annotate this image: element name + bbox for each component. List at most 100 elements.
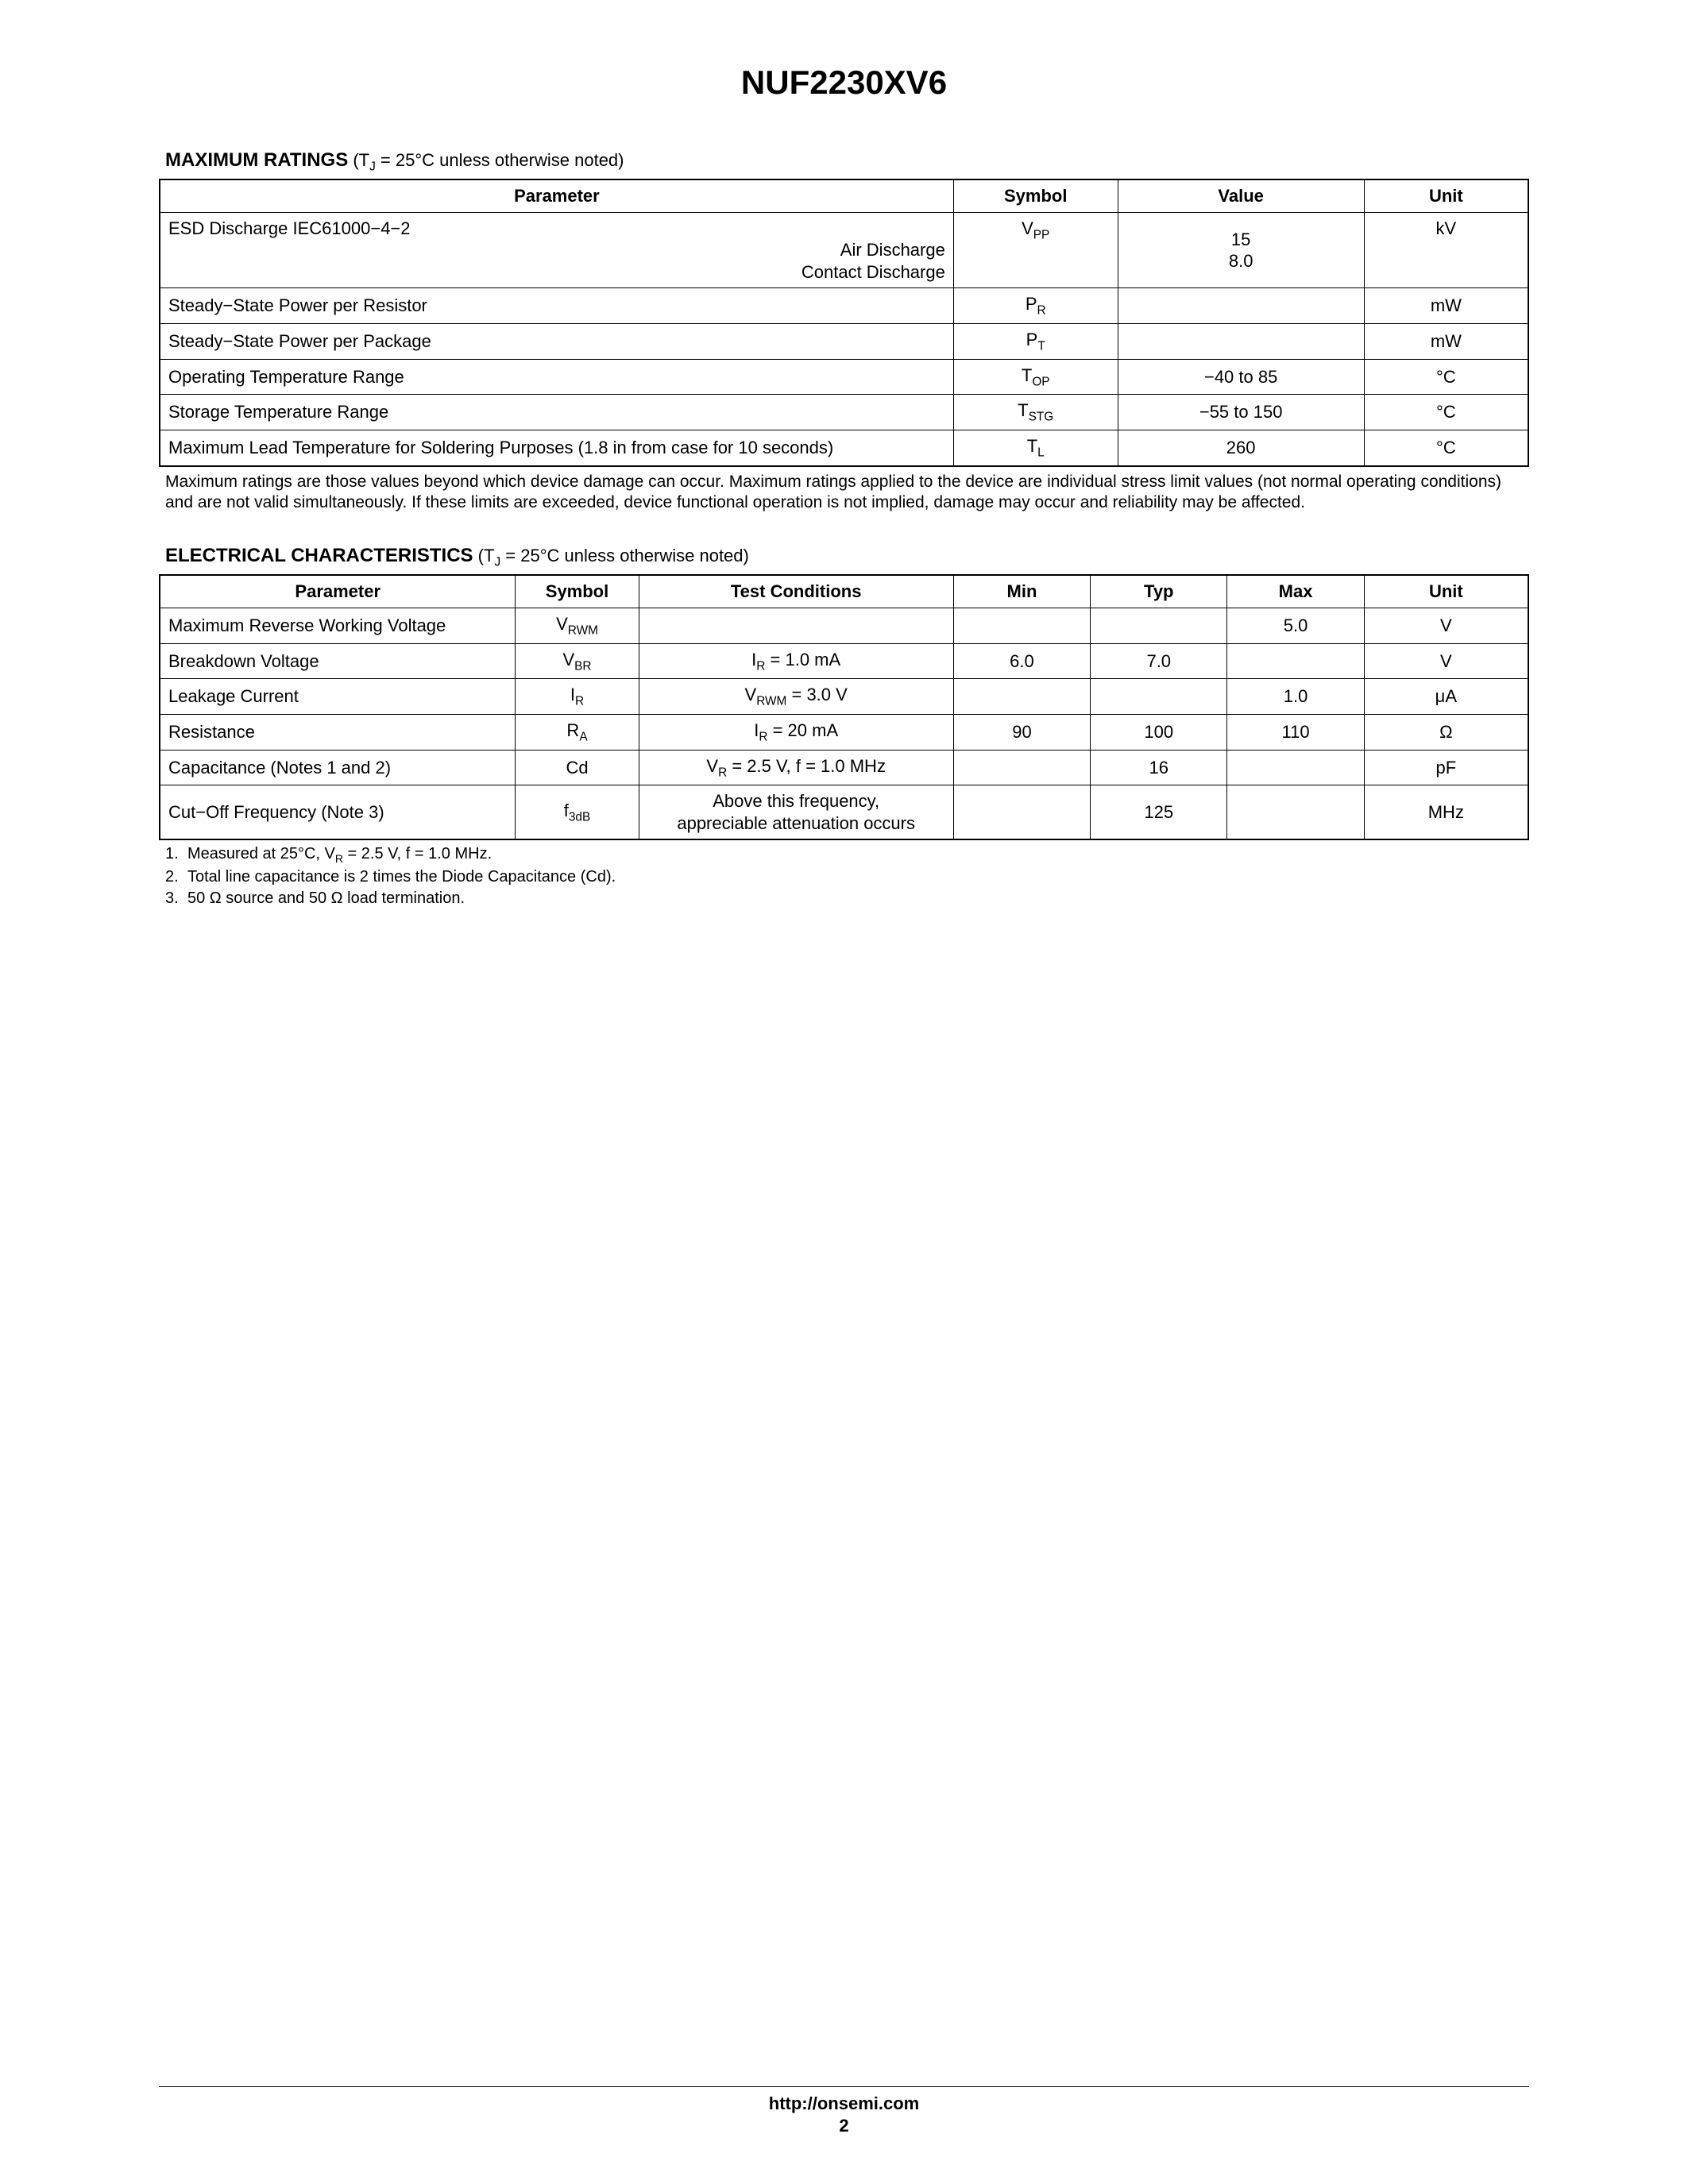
- cell-unit: °C: [1364, 430, 1528, 465]
- cell-symbol: RA: [516, 714, 639, 750]
- cell-symbol: PT: [953, 324, 1118, 360]
- datasheet-page: NUF2230XV6 MAXIMUM RATINGS (TJ = 25°C un…: [0, 0, 1688, 2184]
- col-unit: Unit: [1364, 179, 1528, 212]
- cell-parameter: Steady−State Power per Package: [160, 324, 953, 360]
- table-row: Maximum Lead Temperature for Soldering P…: [160, 430, 1528, 465]
- cell-symbol: VPP: [953, 212, 1118, 288]
- footnote-text: Measured at 25°C, VR = 2.5 V, f = 1.0 MH…: [187, 843, 492, 866]
- electrical-table: Parameter Symbol Test Conditions Min Typ…: [159, 574, 1529, 840]
- cell-symbol: f3dB: [516, 785, 639, 840]
- footer-page-number: 2: [159, 2116, 1529, 2136]
- cell-symbol: VRWM: [516, 608, 639, 643]
- cell-typ: 16: [1091, 750, 1227, 785]
- table-row: Steady−State Power per Resistor PR mW: [160, 288, 1528, 324]
- cell-test-cond: VR = 2.5 V, f = 1.0 MHz: [639, 750, 953, 785]
- cell-value-line: 15: [1126, 229, 1356, 251]
- cell-parameter: Capacitance (Notes 1 and 2): [160, 750, 516, 785]
- cell-min: [953, 785, 1090, 840]
- cell-min: 6.0: [953, 643, 1090, 679]
- cell-parameter: Cut−Off Frequency (Note 3): [160, 785, 516, 840]
- cell-parameter: Steady−State Power per Resistor: [160, 288, 953, 324]
- cell-value: 15 8.0: [1118, 212, 1364, 288]
- cell-subline: Air Discharge: [168, 239, 945, 261]
- cell-unit: °C: [1364, 359, 1528, 395]
- cell-typ: 100: [1091, 714, 1227, 750]
- electrical-heading: ELECTRICAL CHARACTERISTICS (TJ = 25°C un…: [165, 545, 1529, 569]
- cell-min: [953, 750, 1090, 785]
- cell-unit: V: [1364, 608, 1528, 643]
- footnote: 2. Total line capacitance is 2 times the…: [165, 866, 1529, 888]
- col-parameter: Parameter: [160, 575, 516, 608]
- max-ratings-heading: MAXIMUM RATINGS (TJ = 25°C unless otherw…: [165, 149, 1529, 174]
- electrical-heading-bold: ELECTRICAL CHARACTERISTICS: [165, 545, 473, 566]
- cell-value: −55 to 150: [1118, 395, 1364, 430]
- table-row: Leakage Current IR VRWM = 3.0 V 1.0 μA: [160, 679, 1528, 715]
- footnote: 3. 50 Ω source and 50 Ω load termination…: [165, 888, 1529, 909]
- cell-max: [1227, 785, 1364, 840]
- cell-min: [953, 608, 1090, 643]
- cell-tc-line: appreciable attenuation occurs: [647, 812, 945, 835]
- table-row: Capacitance (Notes 1 and 2) Cd VR = 2.5 …: [160, 750, 1528, 785]
- cell-unit: μA: [1364, 679, 1528, 715]
- cell-symbol: TSTG: [953, 395, 1118, 430]
- cell-max: 5.0: [1227, 608, 1364, 643]
- cell-symbol: TOP: [953, 359, 1118, 395]
- cell-max: [1227, 750, 1364, 785]
- footnote-number: 2.: [165, 866, 187, 888]
- cell-value: [1118, 288, 1364, 324]
- table-row: Operating Temperature Range TOP −40 to 8…: [160, 359, 1528, 395]
- table-header-row: Parameter Symbol Test Conditions Min Typ…: [160, 575, 1528, 608]
- cell-subline: Contact Discharge: [168, 261, 945, 284]
- cell-parameter: ESD Discharge IEC61000−4−2 Air Discharge…: [160, 212, 953, 288]
- cell-symbol: TL: [953, 430, 1118, 465]
- footer-url: http://onsemi.com: [159, 2093, 1529, 2114]
- electrical-heading-cond: (TJ = 25°C unless otherwise noted): [473, 546, 749, 565]
- cell-parameter: Operating Temperature Range: [160, 359, 953, 395]
- table-row: Steady−State Power per Package PT mW: [160, 324, 1528, 360]
- cell-test-cond: IR = 20 mA: [639, 714, 953, 750]
- cell-typ: [1091, 608, 1227, 643]
- electrical-footnotes: 1. Measured at 25°C, VR = 2.5 V, f = 1.0…: [165, 843, 1529, 909]
- cell-symbol: Cd: [516, 750, 639, 785]
- cell-unit: kV: [1364, 212, 1528, 288]
- cell-parameter: Leakage Current: [160, 679, 516, 715]
- table-row: Storage Temperature Range TSTG −55 to 15…: [160, 395, 1528, 430]
- col-typ: Typ: [1091, 575, 1227, 608]
- col-parameter: Parameter: [160, 179, 953, 212]
- cell-unit: V: [1364, 643, 1528, 679]
- cell-unit: MHz: [1364, 785, 1528, 840]
- cell-unit: mW: [1364, 324, 1528, 360]
- cell-text: ESD Discharge IEC61000−4−2: [168, 218, 411, 238]
- part-number-title: NUF2230XV6: [159, 64, 1529, 102]
- cell-test-cond: Above this frequency, appreciable attenu…: [639, 785, 953, 840]
- cell-parameter: Breakdown Voltage: [160, 643, 516, 679]
- table-row: Maximum Reverse Working Voltage VRWM 5.0…: [160, 608, 1528, 643]
- cell-max: 1.0: [1227, 679, 1364, 715]
- col-symbol: Symbol: [516, 575, 639, 608]
- page-footer: http://onsemi.com 2: [159, 2086, 1529, 2136]
- cell-typ: 7.0: [1091, 643, 1227, 679]
- col-unit: Unit: [1364, 575, 1528, 608]
- cell-symbol: VBR: [516, 643, 639, 679]
- col-value: Value: [1118, 179, 1364, 212]
- cell-typ: 125: [1091, 785, 1227, 840]
- cell-test-cond: [639, 608, 953, 643]
- col-max: Max: [1227, 575, 1364, 608]
- table-row: Cut−Off Frequency (Note 3) f3dB Above th…: [160, 785, 1528, 840]
- table-row: ESD Discharge IEC61000−4−2 Air Discharge…: [160, 212, 1528, 288]
- footnote-number: 1.: [165, 843, 187, 866]
- cell-unit: Ω: [1364, 714, 1528, 750]
- cell-max: [1227, 643, 1364, 679]
- cell-tc-line: Above this frequency,: [647, 790, 945, 812]
- table-row: Resistance RA IR = 20 mA 90 100 110 Ω: [160, 714, 1528, 750]
- cell-parameter: Resistance: [160, 714, 516, 750]
- cell-symbol: IR: [516, 679, 639, 715]
- cell-symbol: PR: [953, 288, 1118, 324]
- cell-parameter: Maximum Reverse Working Voltage: [160, 608, 516, 643]
- table-header-row: Parameter Symbol Value Unit: [160, 179, 1528, 212]
- cell-parameter: Maximum Lead Temperature for Soldering P…: [160, 430, 953, 465]
- cell-value: −40 to 85: [1118, 359, 1364, 395]
- cell-unit: °C: [1364, 395, 1528, 430]
- cell-min: [953, 679, 1090, 715]
- col-min: Min: [953, 575, 1090, 608]
